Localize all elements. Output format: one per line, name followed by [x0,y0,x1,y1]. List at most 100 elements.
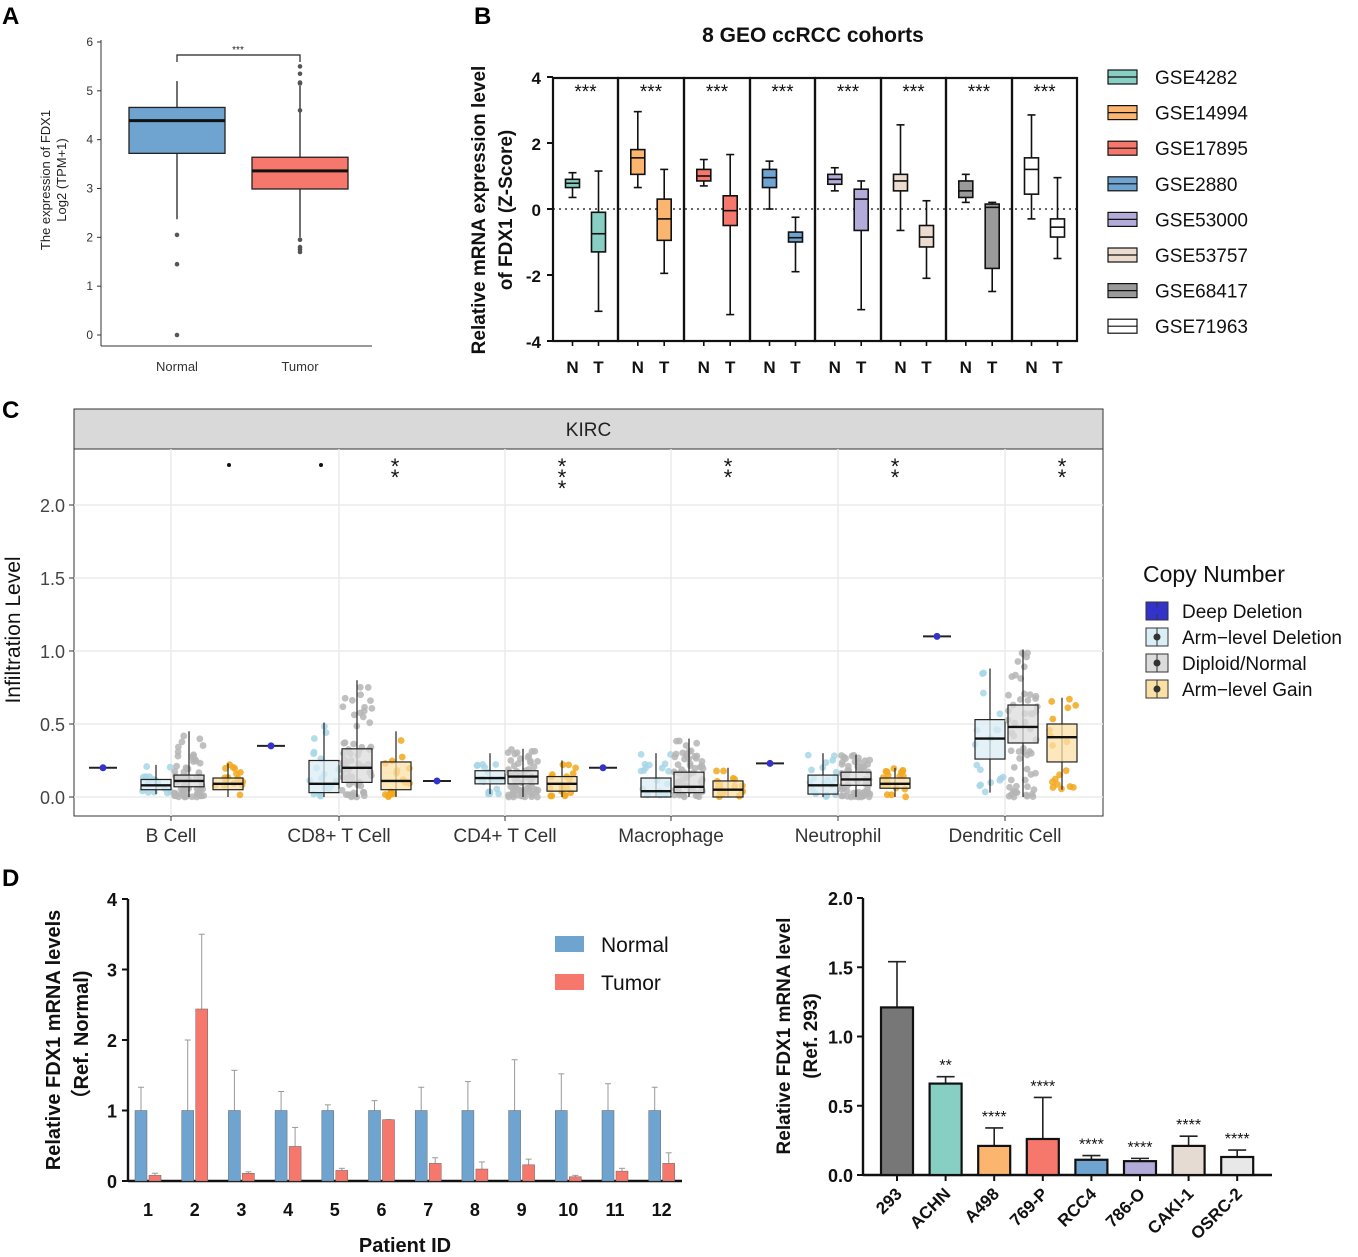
d2-bar [1171,1144,1206,1177]
d1-bar [321,1110,335,1182]
b-x-tick-label: N [1025,358,1037,377]
panel-letter-d: D [2,865,19,892]
c-jitter-point [1016,696,1024,703]
d1-bar [662,1163,675,1182]
b-box [1049,218,1066,238]
b-legend-label: GSE2880 [1155,175,1237,196]
a-outlier [297,108,303,113]
c-jitter-point [338,786,346,794]
b-y-tick-label: -4 [526,333,542,352]
c-strip [73,408,1104,450]
c-jitter-point [851,758,859,766]
c-legend-label: Diploid/Normal [1182,654,1307,675]
d1-bar [335,1170,349,1182]
b-box [892,173,909,192]
c-jitter-point [671,791,678,799]
c-x-tick-label: B Cell [146,826,197,847]
b-legend-label: GSE68417 [1155,282,1248,303]
b-box [957,180,974,199]
c-jitter-point [317,792,325,800]
c-jitter-point [1015,748,1023,755]
c-box [380,761,412,791]
c-jitter-point [310,735,318,742]
d2-x-tick-label: 769-P [1006,1184,1052,1230]
c-jitter-point [547,792,555,800]
d2-sig-label: **** [1079,1137,1104,1154]
c-box [308,759,340,794]
d1-bar [181,1110,194,1182]
d1-bar [569,1176,582,1182]
c-jitter-point [565,761,573,769]
d2-x-tick-label: ACHN [906,1184,954,1232]
b-y-tick-label: 4 [532,69,542,88]
panel-letter-b: B [474,3,491,30]
d2-y-label-2: (Ref. 293) [801,993,822,1079]
c-y-tick-label: 0.0 [40,788,65,808]
d2-bar [1025,1137,1060,1177]
c-sig-star: * [1058,465,1067,490]
c-jitter-point [180,732,188,740]
d1-x-tick-label: 4 [283,1200,293,1220]
d1-x-label: Patient ID [359,1235,451,1257]
c-jitter-point [1049,784,1057,791]
panel-d-right: 0.0 0.5 1.0 1.5 2.0 293 ACHN ** A498 **** 769-P ***… [774,889,1272,1243]
a-y-tick-label: 3 [86,182,93,196]
d2-sig-label: **** [1030,1078,1055,1095]
c-box [1007,704,1039,744]
d2-bar [879,1006,915,1177]
d1-x-tick-label: 12 [652,1200,672,1220]
c-jitter-point [1024,783,1031,791]
c-y-tick-label: 0.5 [40,715,65,735]
c-jitter-point [389,790,397,798]
c-jitter-point [310,748,318,756]
d1-bar [475,1168,489,1182]
c-sig-star: * [558,476,567,501]
a-outlier [297,81,303,86]
c-jitter-point [559,761,567,769]
c-sig-star: * [558,465,567,490]
c-jitter-point [368,704,376,712]
c-jitter-point [804,751,812,759]
d1-bar [148,1175,162,1182]
d1-bar [382,1119,395,1182]
b-x-tick-label: T [659,358,670,377]
b-legend-label: GSE4282 [1155,68,1237,89]
c-box [341,748,373,784]
a-outlier [174,232,180,238]
c-jitter-point [1012,671,1019,679]
c-jitter-point [507,757,515,764]
d1-y-tick-label: 2 [107,1031,117,1051]
d1-bar [228,1110,241,1182]
c-box [1046,723,1078,763]
d1-x-tick-label: 3 [236,1200,246,1220]
c-jitter-point [174,743,182,751]
c-legend-dot [1153,633,1161,641]
c-jitter-point [231,765,239,772]
d1-bar [508,1110,521,1182]
d1-x-tick-label: 6 [376,1200,386,1220]
c-jitter-point [979,670,986,678]
panel-c: KIRC 0.0 0.5 1.0 1.5 2.0 Infiltration Level B C… [2,408,1342,847]
b-sig-label: *** [968,82,991,103]
c-jitter-point [883,768,891,776]
c-jitter-point [1066,783,1074,790]
a-y-tick-label: 6 [86,35,93,49]
c-jitter-point [1029,793,1037,801]
c-jitter-point [822,793,830,800]
d1-bar [555,1110,568,1182]
c-jitter-point [977,781,985,789]
c-jitter-point [1014,658,1022,665]
c-jitter-point [902,793,910,801]
b-legend-label: GSE71963 [1155,317,1248,338]
c-jitter-point [1056,771,1063,779]
a-outlier [297,249,303,255]
b-sig-label: *** [902,82,925,103]
b-sig-label: *** [837,82,860,103]
c-jitter-point [1065,695,1073,703]
c-jitter-point [1032,769,1039,777]
c-jitter-point [698,758,706,765]
a-x-tick-label: Normal [156,359,198,374]
